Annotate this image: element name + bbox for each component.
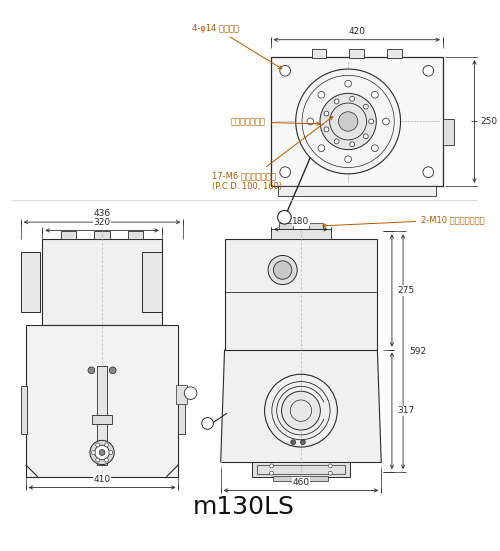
Circle shape [280,66,290,76]
Circle shape [318,145,325,152]
Circle shape [344,80,352,87]
Circle shape [270,464,274,468]
Circle shape [280,167,290,177]
Circle shape [372,91,378,98]
Text: 275: 275 [398,286,415,295]
Circle shape [344,156,352,163]
Bar [278,186,436,196]
Bar [443,119,454,144]
Circle shape [328,471,332,475]
Circle shape [296,69,401,174]
Bar [96,366,108,464]
Text: 317: 317 [398,406,415,415]
Circle shape [291,440,296,445]
Circle shape [104,443,108,447]
Text: 592: 592 [409,347,426,356]
Circle shape [350,142,354,147]
Circle shape [364,134,368,139]
Bar [274,476,328,480]
Bar [26,325,178,477]
Circle shape [184,387,197,399]
Circle shape [110,367,116,374]
Bar [94,231,110,239]
Circle shape [99,450,105,455]
Circle shape [334,139,339,144]
Bar [21,252,40,312]
Bar [271,229,331,239]
Circle shape [95,445,110,460]
Bar [176,385,186,404]
Circle shape [338,112,358,131]
Circle shape [96,443,100,447]
Bar [142,252,162,312]
Text: 250: 250 [480,117,498,126]
Text: 180: 180 [292,217,310,225]
Circle shape [324,111,329,116]
Bar [92,415,112,424]
Bar [312,50,326,58]
Bar [252,462,350,477]
Bar [178,386,185,434]
Circle shape [92,451,96,455]
Text: 410: 410 [94,474,110,484]
Circle shape [318,91,325,98]
Circle shape [278,210,291,224]
Circle shape [88,367,95,374]
Text: m130LS: m130LS [193,495,295,520]
Bar [128,231,143,239]
Circle shape [372,145,378,152]
Text: 420: 420 [348,27,366,36]
Bar [270,57,443,186]
Circle shape [104,458,108,462]
Circle shape [96,458,100,462]
Circle shape [300,440,306,445]
Circle shape [423,66,434,76]
Circle shape [334,99,339,104]
Bar [257,465,345,474]
Circle shape [324,127,329,132]
Text: 17-M6 供試品取付ネジ
(P.C.D. 100, 160): 17-M6 供試品取付ネジ (P.C.D. 100, 160) [212,116,333,191]
Circle shape [382,118,390,125]
Bar [42,239,162,325]
Bar [308,223,323,229]
Circle shape [274,261,292,279]
Polygon shape [220,349,381,462]
Circle shape [282,391,321,430]
Circle shape [364,104,368,109]
Bar [21,386,28,434]
Circle shape [320,93,376,150]
Bar [61,231,76,239]
Circle shape [202,418,213,429]
Text: 回転用グリップ: 回転用グリップ [231,117,320,127]
Bar [388,50,402,58]
Circle shape [328,464,332,468]
Text: 4-φ14 固定用穴: 4-φ14 固定用穴 [192,24,282,69]
Circle shape [423,167,434,177]
Circle shape [307,118,314,125]
Circle shape [270,471,274,475]
Bar [278,223,293,229]
Bar [224,239,378,349]
Text: 460: 460 [292,478,310,487]
Circle shape [369,119,374,124]
Circle shape [350,96,354,101]
Circle shape [90,440,114,464]
Text: 2-M10 吊ボルト用ネジ: 2-M10 吊ボルト用ネジ [323,215,484,228]
Circle shape [109,451,112,455]
Bar [350,50,364,58]
Circle shape [268,256,297,284]
Text: 436: 436 [94,209,110,218]
Text: 320: 320 [94,218,110,226]
